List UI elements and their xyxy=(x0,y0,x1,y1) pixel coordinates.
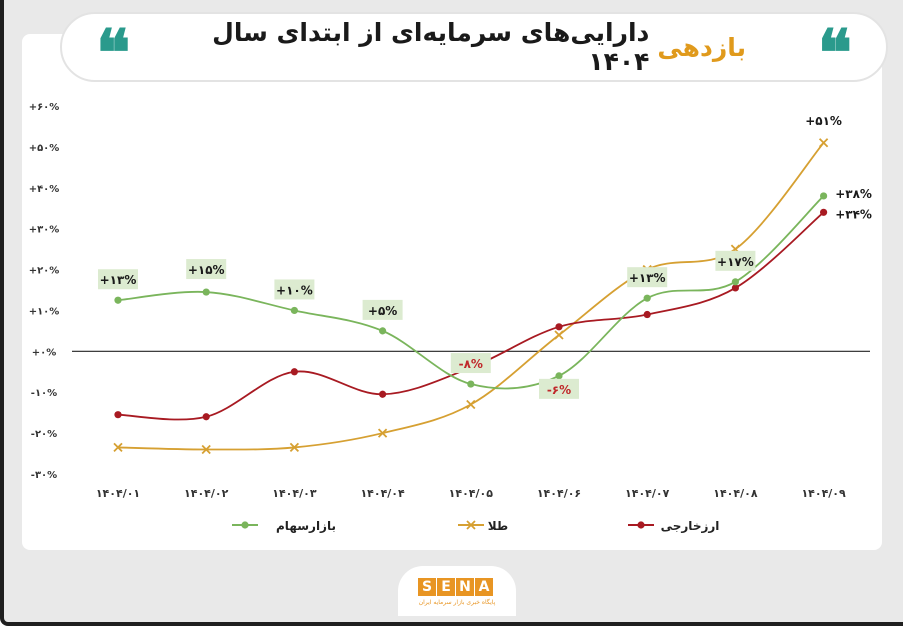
page-title: بازدهی دارایی‌های سرمایه‌ای از ابتدای سا… xyxy=(202,14,746,80)
stock-label-box xyxy=(98,269,138,290)
x-tick-label: ۱۴۰۴/۰۳ xyxy=(272,487,317,500)
fx-point xyxy=(114,411,122,419)
y-tick-label: +۵۰% xyxy=(29,143,60,154)
logo-subtitle: پایگاه خبری بازار سرمایه ایران xyxy=(418,599,496,606)
logo-letter: S xyxy=(418,578,436,596)
stock-point xyxy=(290,306,298,315)
y-tick-label: -۱۰% xyxy=(31,388,57,399)
x-tick-label: ۱۴۰۴/۰۴ xyxy=(360,487,405,500)
fx-point xyxy=(290,368,298,376)
legend-marker-stock xyxy=(241,521,249,529)
stock-point xyxy=(731,278,740,286)
x-tick-label: ۱۴۰۴/۰۶ xyxy=(537,487,581,500)
x-tick-label: ۱۴۰۴/۰۵ xyxy=(449,487,494,500)
gold-point xyxy=(818,138,829,148)
stock-point xyxy=(114,296,122,304)
stock-data-label: +۳۸% xyxy=(835,187,872,201)
y-tick-label: +۶۰% xyxy=(29,102,60,113)
y-tick-label: -۳۰% xyxy=(31,470,57,481)
title-accent: بازدهی xyxy=(657,32,746,62)
stock-point xyxy=(202,288,210,296)
logo-letter: A xyxy=(475,578,493,596)
stock-data-label: +۱۰% xyxy=(276,283,313,297)
fx-point xyxy=(643,310,651,319)
gold-point xyxy=(466,399,476,410)
stock-point xyxy=(467,380,475,388)
fx-point xyxy=(820,208,828,216)
stock-data-label: +۱۳% xyxy=(100,273,137,287)
stock-data-label: -۸% xyxy=(459,357,483,371)
stock-label-box xyxy=(362,299,403,320)
logo-letter: N xyxy=(456,578,474,596)
legend-label-fx: ارزخارجی xyxy=(661,519,720,533)
stock-series-line xyxy=(117,195,825,390)
stock-data-label: +۵% xyxy=(368,304,397,318)
gold-point xyxy=(554,330,564,340)
stock-data-label: +۱۵% xyxy=(188,263,225,277)
y-tick-label: +۱۰% xyxy=(29,306,60,317)
legend-label-stock: بازارسهام xyxy=(276,519,336,534)
x-tick-label: ۱۴۰۴/۰۲ xyxy=(184,487,229,500)
gold-point xyxy=(377,428,388,438)
stock-label-box xyxy=(539,378,579,399)
stock-label-box xyxy=(627,267,668,288)
stock-label-box xyxy=(450,353,491,374)
fx-point xyxy=(731,284,740,292)
gold-point xyxy=(289,442,300,453)
gold-point xyxy=(201,444,211,455)
gold-data-label: +۵۱% xyxy=(805,114,842,128)
x-tick-label: ۱۴۰۴/۰۹ xyxy=(801,487,846,500)
fx-point xyxy=(202,413,210,421)
x-tick-label: ۱۴۰۴/۰۱ xyxy=(96,487,140,500)
stock-data-label: +۱۷% xyxy=(717,255,754,269)
stock-data-label: +۱۳% xyxy=(629,271,666,285)
legend-label-gold: طلا xyxy=(488,519,508,533)
x-tick-label: ۱۴۰۴/۰۷ xyxy=(625,487,670,500)
stock-label-box xyxy=(715,250,756,271)
y-tick-label: +۲۰% xyxy=(29,266,60,277)
y-tick-label: +۰% xyxy=(32,347,57,358)
stock-label-box xyxy=(186,259,227,280)
y-tick-label: -۲۰% xyxy=(31,429,57,440)
fx-point xyxy=(379,390,387,398)
y-tick-label: +۴۰% xyxy=(29,184,60,195)
gold-point xyxy=(113,442,123,453)
stock-point xyxy=(555,372,563,380)
quote-icon: ❝ xyxy=(817,16,852,91)
quote-icon: ❝ xyxy=(96,16,131,91)
stock-point xyxy=(643,294,651,302)
logo-letter: E xyxy=(437,578,455,596)
legend-marker-fx xyxy=(637,521,645,529)
fx-series-line xyxy=(117,211,825,421)
title-bar: ❝ بازدهی دارایی‌های سرمایه‌ای از ابتدای … xyxy=(60,12,888,86)
stock-label-box xyxy=(274,279,315,300)
fx-data-label: +۳۴% xyxy=(835,207,872,221)
chart-panel xyxy=(22,34,882,550)
fx-point xyxy=(555,323,563,331)
stock-point xyxy=(379,327,387,335)
stock-data-label: -۶% xyxy=(547,383,571,397)
y-tick-label: +۳۰% xyxy=(29,225,60,236)
legend-marker-gold xyxy=(466,520,476,530)
x-tick-label: ۱۴۰۴/۰۸ xyxy=(713,487,758,500)
title-text: دارایی‌های سرمایه‌ای از ابتدای سال ۱۴۰۴ xyxy=(212,18,650,76)
stock-point xyxy=(820,192,828,200)
